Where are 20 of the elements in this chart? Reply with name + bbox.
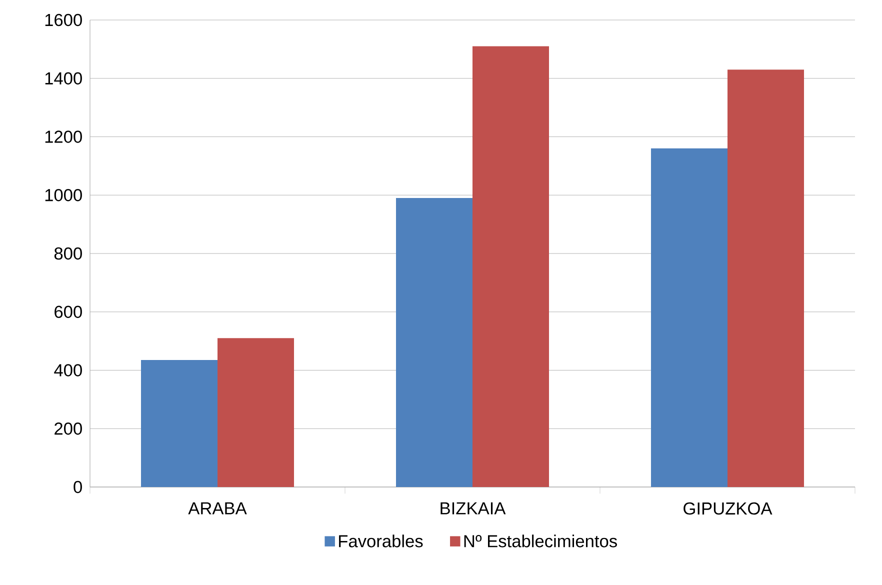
y-tick-label: 0	[74, 480, 82, 494]
legend-label: Favorables	[339, 534, 423, 548]
x-tick-label: GIPUZKOA	[684, 502, 772, 515]
bar	[396, 198, 473, 487]
y-tick-label: 600	[54, 306, 82, 318]
bar	[218, 338, 294, 487]
x-tick-label: BIZKAIA	[440, 502, 506, 514]
y-tick-label: 200	[54, 422, 82, 435]
y-tick-label: 1400	[45, 72, 82, 84]
y-tick-label: 400	[54, 364, 82, 376]
y-tick-label: 800	[54, 247, 82, 260]
legend-label: Nº Establecimientos	[464, 534, 617, 548]
y-tick-label: 1200	[45, 130, 82, 143]
y-tick-label: 1000	[45, 188, 82, 202]
bar	[650, 148, 728, 487]
x-tick-label: ARABA	[188, 502, 247, 514]
bar	[727, 70, 804, 487]
bar	[472, 46, 550, 487]
bar	[141, 360, 218, 487]
y-tick-label: 1600	[45, 14, 82, 26]
